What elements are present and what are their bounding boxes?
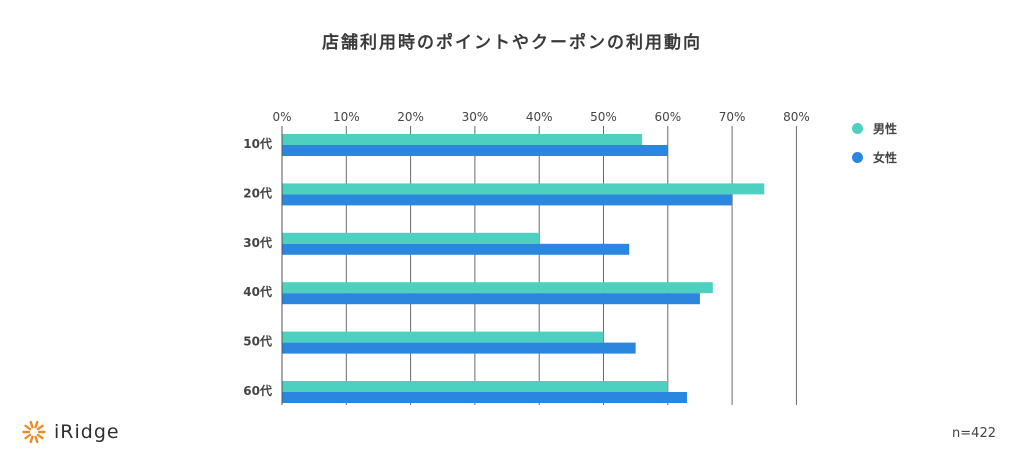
legend-dot-female xyxy=(852,151,863,163)
x-tick-label: 30% xyxy=(462,110,489,124)
x-tick-label: 10% xyxy=(333,110,360,124)
bar-female xyxy=(282,194,733,206)
bar-female xyxy=(282,293,700,305)
category-label: 50代 xyxy=(243,334,272,349)
bar-male xyxy=(282,232,540,244)
category-label: 20代 xyxy=(243,185,272,200)
x-tick-label: 60% xyxy=(654,110,681,124)
logo-ray xyxy=(34,420,39,429)
category-label: 30代 xyxy=(243,235,272,250)
bar-male xyxy=(282,183,765,195)
category-label: 10代 xyxy=(243,136,272,151)
logo-ray xyxy=(36,424,44,431)
legend-item-female: 女性 xyxy=(852,149,897,165)
logo-text: iRidge xyxy=(54,421,120,443)
x-tick-label: 40% xyxy=(526,110,553,124)
legend-label-female: 女性 xyxy=(873,150,898,165)
bar-female xyxy=(282,342,636,354)
logo-ray xyxy=(29,420,34,429)
legend: 男性 女性 xyxy=(852,120,897,178)
legend-dot-male xyxy=(852,122,863,134)
x-tick-label: 70% xyxy=(719,110,746,124)
logo: iRidge xyxy=(22,420,120,444)
x-tick-label: 50% xyxy=(590,110,617,124)
logo-ray xyxy=(34,435,39,444)
chart-title: 店舗利用時のポイントやクーポンの利用動向 xyxy=(322,33,702,53)
logo-ray xyxy=(29,435,34,444)
legend-label-male: 男性 xyxy=(873,121,898,136)
bar-female xyxy=(282,243,630,255)
legend-item-male: 男性 xyxy=(852,120,897,136)
logo-ray xyxy=(24,433,32,440)
bar-female xyxy=(282,392,688,403)
sample-size-note: n=422 xyxy=(952,426,996,441)
bar-male xyxy=(282,282,713,294)
x-tick-label: 80% xyxy=(783,110,810,124)
category-label: 40代 xyxy=(243,284,272,299)
category-label: 60代 xyxy=(243,383,272,398)
x-tick-label: 20% xyxy=(397,110,424,124)
bar-male xyxy=(282,381,668,392)
x-tick-label: 0% xyxy=(272,110,291,124)
logo-ray xyxy=(24,424,32,431)
logo-ray xyxy=(36,433,44,440)
bar-male xyxy=(282,134,643,145)
bar-female xyxy=(282,145,668,156)
bar-male xyxy=(282,331,604,343)
sunburst-logo-icon xyxy=(22,420,46,444)
